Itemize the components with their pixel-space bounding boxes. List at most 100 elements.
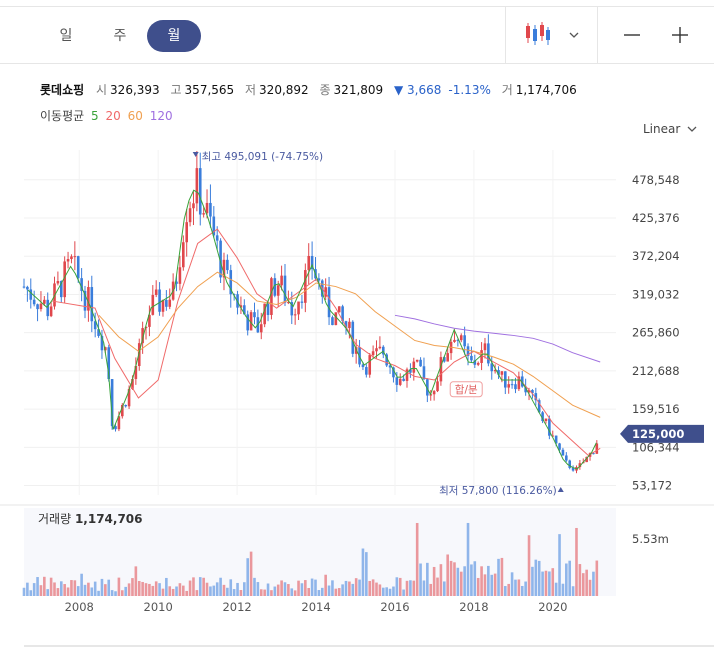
candle-body <box>182 242 185 268</box>
volume-bar <box>83 584 87 596</box>
candle-body <box>137 343 141 367</box>
volume-bar <box>541 571 544 596</box>
candle-body <box>120 404 124 417</box>
candle-body <box>39 303 43 310</box>
candle-body <box>158 289 161 312</box>
stock-name: 롯데쇼핑 <box>40 83 85 97</box>
candle-body <box>188 208 192 223</box>
volume-bar <box>571 586 575 596</box>
period-toolbar: 일 주 월 <box>0 6 714 64</box>
ma120-label[interactable]: 120 <box>149 109 173 123</box>
candle-body <box>110 379 114 427</box>
volume-bar <box>209 586 212 596</box>
tab-monthly[interactable]: 월 <box>147 20 201 52</box>
volume-bar <box>290 588 294 596</box>
plus-icon[interactable] <box>670 25 690 49</box>
min-annotation: 최저 57,800 (116.26%) <box>439 485 557 497</box>
candle-body <box>381 346 385 355</box>
candle-body <box>463 335 466 347</box>
volume-bar <box>470 564 473 596</box>
volume-value: 1,174,706 <box>75 512 143 526</box>
ma5-label[interactable]: 5 <box>91 109 99 123</box>
volume-bar <box>80 573 83 596</box>
volume-bar <box>561 583 565 596</box>
volume-bar <box>358 579 361 596</box>
candle-body <box>541 412 544 422</box>
volume-bar <box>154 581 158 596</box>
close-label: 종 <box>319 83 331 97</box>
volume-bar <box>426 562 429 596</box>
candle-body <box>219 240 222 278</box>
volume-bar <box>232 589 236 596</box>
tab-weekly[interactable]: 주 <box>113 28 127 44</box>
volume-bar <box>337 588 341 596</box>
ma60-label[interactable]: 60 <box>127 109 143 123</box>
candle-body <box>510 384 514 386</box>
volume-bar <box>73 580 77 596</box>
candle-body <box>581 462 585 464</box>
minus-icon[interactable] <box>622 25 642 49</box>
candle-body <box>168 299 172 307</box>
volume-bar <box>320 587 324 596</box>
candle-body <box>575 467 578 471</box>
y-tick-label: 159,516 <box>632 402 680 416</box>
volume-bar <box>548 571 551 596</box>
candle-body <box>76 256 80 279</box>
volume-bar <box>578 564 582 596</box>
volume-bar <box>297 580 300 596</box>
volume-bar <box>354 578 358 596</box>
candle-body <box>473 360 477 365</box>
volume-bar <box>483 574 487 596</box>
candle-body <box>334 312 338 326</box>
candle-body <box>161 299 165 312</box>
candle-body <box>436 381 439 392</box>
candle-body <box>87 287 90 311</box>
volume-bar <box>114 591 117 596</box>
candle-body <box>476 362 480 365</box>
volume-bar <box>222 584 226 596</box>
ma20-label[interactable]: 20 <box>105 109 121 123</box>
candle-body <box>310 256 314 270</box>
volume-bar <box>402 589 405 596</box>
candle-body <box>331 317 334 326</box>
volume-bar <box>361 548 365 596</box>
candlestick-icon[interactable] <box>522 19 552 53</box>
volume-bar <box>456 567 460 596</box>
volume-bar <box>524 581 527 596</box>
candle-body <box>459 335 463 341</box>
volume-bar <box>120 590 124 596</box>
candle-body <box>276 285 280 296</box>
candle-body <box>134 366 138 379</box>
high-value: 357,565 <box>184 83 235 97</box>
volume-bar <box>415 522 419 596</box>
candle-body <box>392 367 395 378</box>
volume-bar <box>202 577 205 596</box>
candle-body <box>93 321 97 330</box>
chevron-down-icon[interactable] <box>568 25 580 44</box>
candle-body <box>253 312 256 318</box>
candle-body <box>144 326 148 329</box>
volume-bar <box>381 587 385 596</box>
scale-selector[interactable]: Linear <box>643 122 697 136</box>
candle-body <box>53 283 56 307</box>
candle-body <box>578 463 582 468</box>
y-tick-label: 425,376 <box>632 211 680 225</box>
volume-bar <box>158 583 161 596</box>
candle-body <box>63 261 66 298</box>
volume-bar <box>398 577 402 596</box>
candle-body <box>368 355 372 375</box>
tab-daily[interactable]: 일 <box>59 28 73 44</box>
candle-body <box>548 418 551 436</box>
candle-body <box>293 314 297 316</box>
change-value: ▼ 3,668 <box>394 83 442 97</box>
candle-body <box>43 299 46 304</box>
volume-bar <box>565 563 568 596</box>
volume-bar <box>412 580 416 596</box>
volume-bar <box>293 590 297 596</box>
candle-body <box>565 455 568 461</box>
candle-body <box>46 299 50 317</box>
y-tick-label: 106,344 <box>632 440 680 454</box>
candle-body <box>192 203 195 209</box>
candle-body <box>226 259 229 271</box>
